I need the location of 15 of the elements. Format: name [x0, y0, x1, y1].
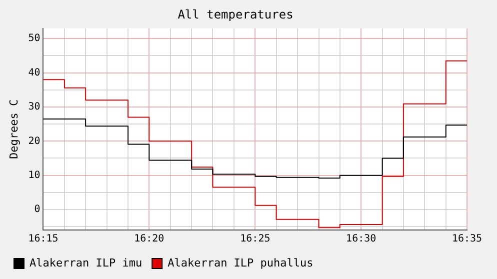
y-tick-label: 20	[28, 136, 40, 147]
y-tick-label: 40	[28, 67, 40, 78]
legend-label: Alakerran ILP imu	[30, 256, 142, 270]
y-tick-label: 30	[28, 102, 40, 113]
chart-title: All temperatures	[178, 7, 294, 22]
x-tick-label: 16:20	[134, 234, 164, 245]
legend-label: Alakerran ILP puhallus	[168, 256, 314, 270]
y-tick-label: 0	[34, 204, 40, 216]
y-axis-title: Degrees C	[7, 99, 20, 160]
x-tick-label: 16:30	[346, 234, 376, 245]
x-tick-label: 16:35	[452, 234, 482, 245]
y-tick-label: 50	[28, 33, 40, 44]
x-tick-label: 16:25	[240, 234, 270, 245]
y-tick-label: 10	[28, 170, 40, 181]
x-tick-label: 16:15	[28, 234, 58, 245]
